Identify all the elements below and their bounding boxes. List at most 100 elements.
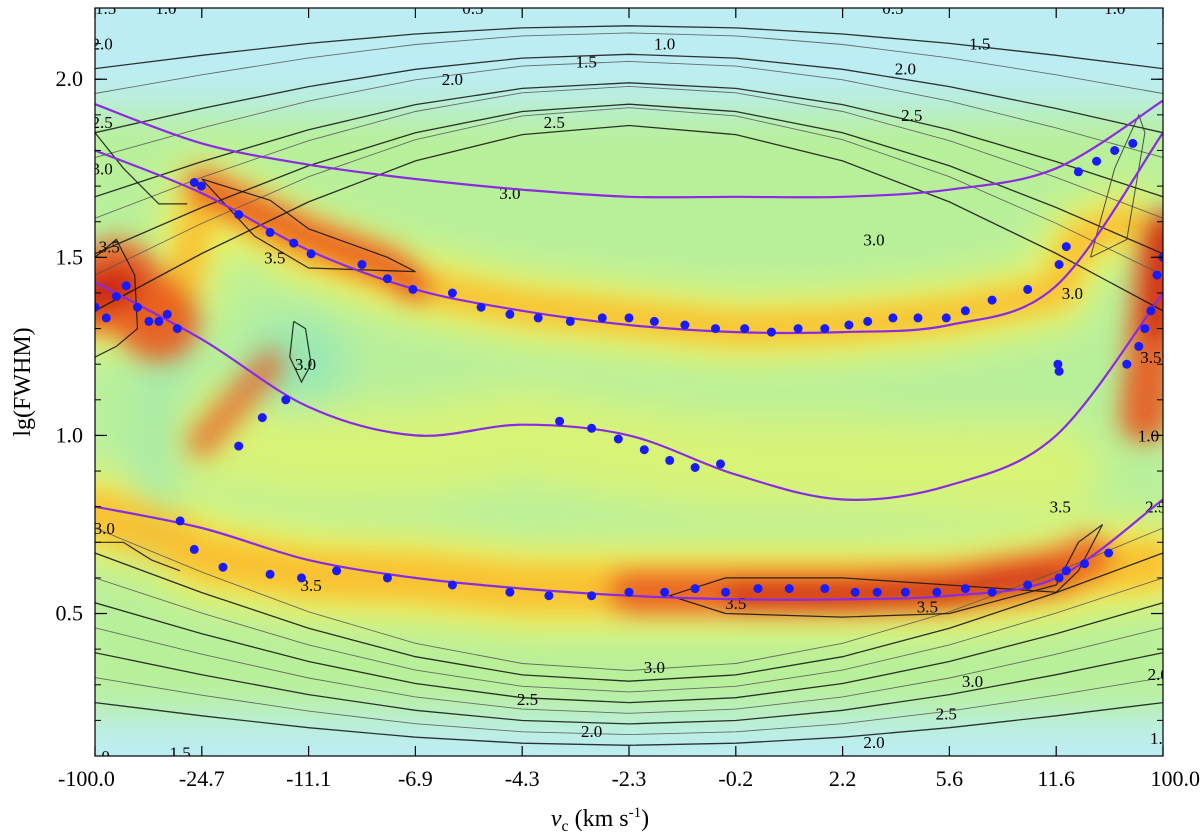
contour-label: 1.5: [576, 52, 597, 71]
blue-point: [987, 295, 997, 305]
contour-label: 3.5: [264, 248, 285, 267]
contour-label: 2.0: [1148, 665, 1169, 684]
blue-point: [587, 591, 597, 601]
blue-point: [565, 316, 575, 326]
contour-label: 2.0: [442, 70, 463, 89]
heatmap-streak-left: [186, 349, 286, 458]
contour-top-2: [95, 53, 1163, 134]
blue-point: [587, 423, 597, 433]
x-tick-label: -2.3: [612, 766, 647, 791]
blue-point: [265, 569, 275, 579]
x-tick-label: 100.0: [1151, 766, 1200, 791]
blue-point: [960, 584, 970, 594]
x-tick-label: 11.6: [1037, 766, 1075, 791]
blue-point: [544, 591, 554, 601]
blue-point: [820, 584, 830, 594]
contour-label: 3.0: [94, 519, 115, 538]
x-tick-label: -4.3: [505, 766, 540, 791]
series-layer: [95, 99, 1163, 601]
blue-point: [1152, 270, 1162, 280]
blue-point: [447, 288, 457, 298]
blue-point: [172, 324, 182, 334]
blue-point: [1054, 573, 1064, 583]
contour-label: 1.0: [1138, 426, 1159, 445]
blue-point: [162, 309, 172, 319]
blue-point: [665, 455, 675, 465]
y-tick-label: 1.5: [56, 244, 84, 269]
blue-point: [753, 584, 763, 594]
blue-point: [913, 313, 923, 323]
blue-point: [111, 292, 121, 301]
blue-point: [1128, 138, 1138, 148]
blue-point: [289, 238, 299, 248]
contour-label: 1.5: [1150, 729, 1171, 748]
blue-point: [476, 302, 486, 312]
blue-point: [711, 324, 720, 334]
blue-point: [680, 320, 690, 330]
blue-point: [1054, 366, 1064, 376]
blue-point: [154, 316, 164, 326]
contour-upper-hot: [201, 178, 416, 273]
contour-label: 2.5: [936, 704, 957, 723]
blue-point: [265, 227, 275, 237]
heatmap-ridge-middle: [156, 390, 1102, 516]
blue-point: [1061, 242, 1071, 252]
blue-point: [740, 324, 750, 334]
contour-label: 1.0: [1104, 0, 1125, 18]
blue-point: [639, 445, 649, 455]
blue-point: [101, 313, 111, 323]
blue-point: [234, 441, 244, 451]
contour-top-0: [95, 25, 1163, 70]
blue-point: [1023, 580, 1033, 590]
blue-point: [447, 580, 457, 590]
blue-point: [844, 320, 854, 330]
contour-label: 2.0: [863, 733, 884, 752]
x-tick-label: -11.1: [286, 766, 331, 791]
blue-point: [721, 587, 731, 597]
heatmap-ridge-upper-hot: [184, 169, 433, 303]
contour-bottom-6: [95, 552, 1163, 682]
blue-point: [382, 573, 392, 583]
blue-point: [624, 313, 634, 323]
blue-point: [1073, 167, 1083, 177]
contour-label: 1.5: [969, 35, 990, 54]
blue-point: [408, 284, 418, 294]
blue-point: [1080, 559, 1089, 569]
x-tick-label: 5.6: [936, 766, 964, 791]
blue-point: [306, 249, 316, 259]
contour-label: 1.0: [155, 0, 176, 18]
contour-label: 2.5: [544, 113, 565, 132]
contour-top-6: [95, 103, 1163, 255]
blue-point: [863, 316, 873, 326]
blue-point: [257, 413, 267, 423]
contour-cool-patch: [289, 320, 312, 384]
blue-point: [784, 584, 794, 594]
blue-point: [960, 306, 970, 316]
contour-top-7: [95, 107, 1163, 276]
blue-point: [850, 587, 860, 597]
contour-label: 0.5: [882, 0, 903, 18]
contour-label: 3.5: [99, 238, 120, 257]
blue-point: [597, 313, 607, 323]
contour-top-3: [95, 60, 1163, 159]
contour-label: 3.0: [91, 159, 112, 178]
purple-curve-1: [95, 132, 1163, 335]
blue-point: [888, 313, 898, 323]
contour-label: 2.0: [91, 35, 112, 54]
blue-point: [1104, 548, 1114, 558]
blue-point: [357, 260, 367, 269]
blue-point: [1092, 156, 1102, 166]
x-tick-label: -24.7: [179, 766, 225, 791]
contour-label: 2.5: [517, 690, 538, 709]
blue-point: [793, 324, 803, 334]
contour-label: 3.0: [962, 672, 983, 691]
x-axis-title: vc (km s-1): [551, 805, 649, 835]
blue-point: [281, 395, 291, 405]
contour-bottom-2: [95, 652, 1163, 725]
contour-label: 2.5: [91, 113, 112, 132]
blue-point: [505, 587, 515, 597]
blue-point: [1023, 284, 1033, 294]
blue-point: [234, 210, 244, 220]
contour-label: 3.5: [1050, 498, 1071, 517]
contour-lines: [95, 25, 1163, 746]
